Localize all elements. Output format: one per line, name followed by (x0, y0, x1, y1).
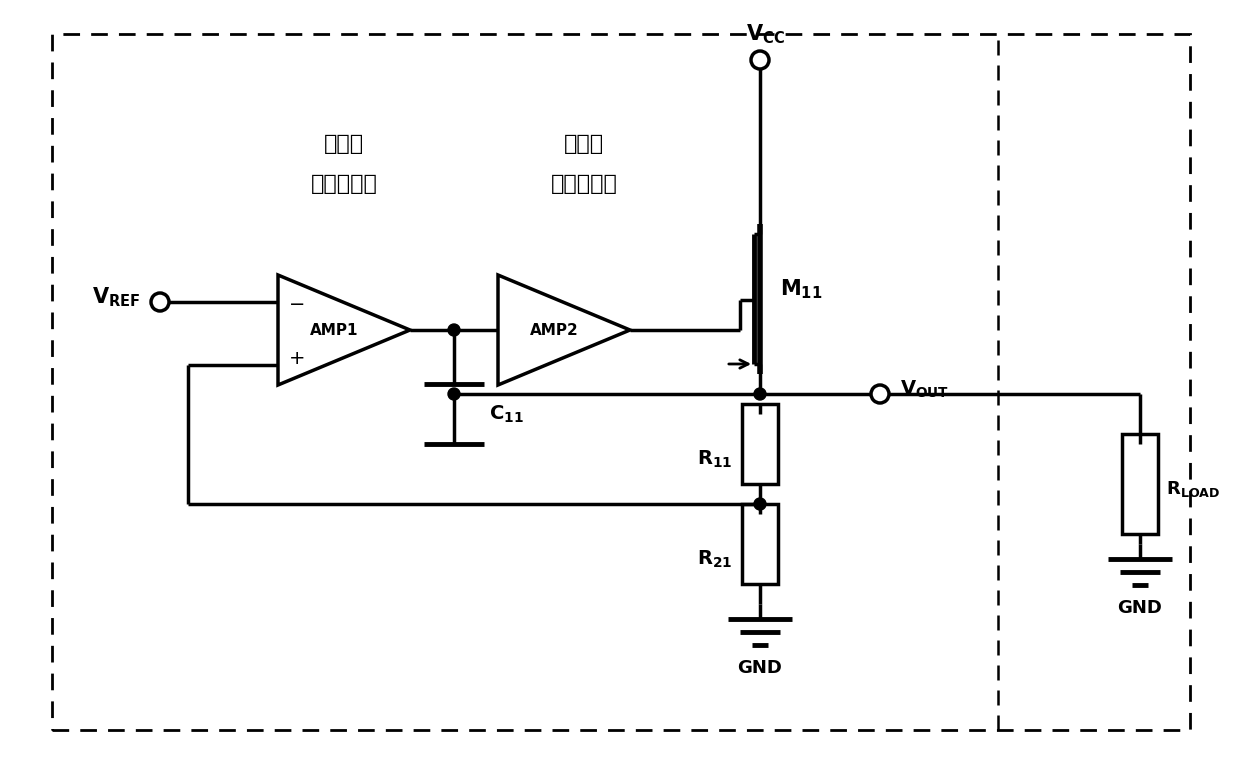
Text: $+$: $+$ (288, 348, 304, 367)
Text: $\mathbf{M_{11}}$: $\mathbf{M_{11}}$ (780, 277, 822, 301)
Circle shape (754, 388, 766, 400)
Text: GND: GND (1117, 599, 1162, 617)
Circle shape (448, 324, 460, 336)
Text: GND: GND (738, 659, 782, 677)
Text: $\mathbf{V}_{\mathbf{REF}}$: $\mathbf{V}_{\mathbf{REF}}$ (92, 285, 140, 309)
Bar (742, 404, 777, 484)
Text: $\mathbf{R_{LOAD}}$: $\mathbf{R_{LOAD}}$ (1166, 479, 1220, 499)
Text: $\mathbf{R_{21}}$: $\mathbf{R_{21}}$ (697, 549, 732, 570)
Text: 第一级: 第一级 (324, 134, 365, 154)
Bar (742, 504, 777, 584)
Text: 误差放大器: 误差放大器 (551, 174, 618, 194)
Bar (1122, 434, 1158, 534)
Text: $\mathbf{V_{OUT}}$: $\mathbf{V_{OUT}}$ (900, 378, 950, 400)
Text: 误差放大器: 误差放大器 (310, 174, 377, 194)
Text: AMP2: AMP2 (529, 322, 578, 338)
Text: $\mathbf{R_{11}}$: $\mathbf{R_{11}}$ (697, 448, 732, 470)
Text: AMP1: AMP1 (310, 322, 358, 338)
Circle shape (448, 388, 460, 400)
Text: 第二级: 第二级 (564, 134, 604, 154)
Text: $\mathbf{V_{CC}}$: $\mathbf{V_{CC}}$ (745, 22, 785, 46)
Text: $\mathbf{C_{11}}$: $\mathbf{C_{11}}$ (489, 403, 523, 425)
Circle shape (754, 498, 766, 510)
Text: $-$: $-$ (288, 293, 304, 312)
